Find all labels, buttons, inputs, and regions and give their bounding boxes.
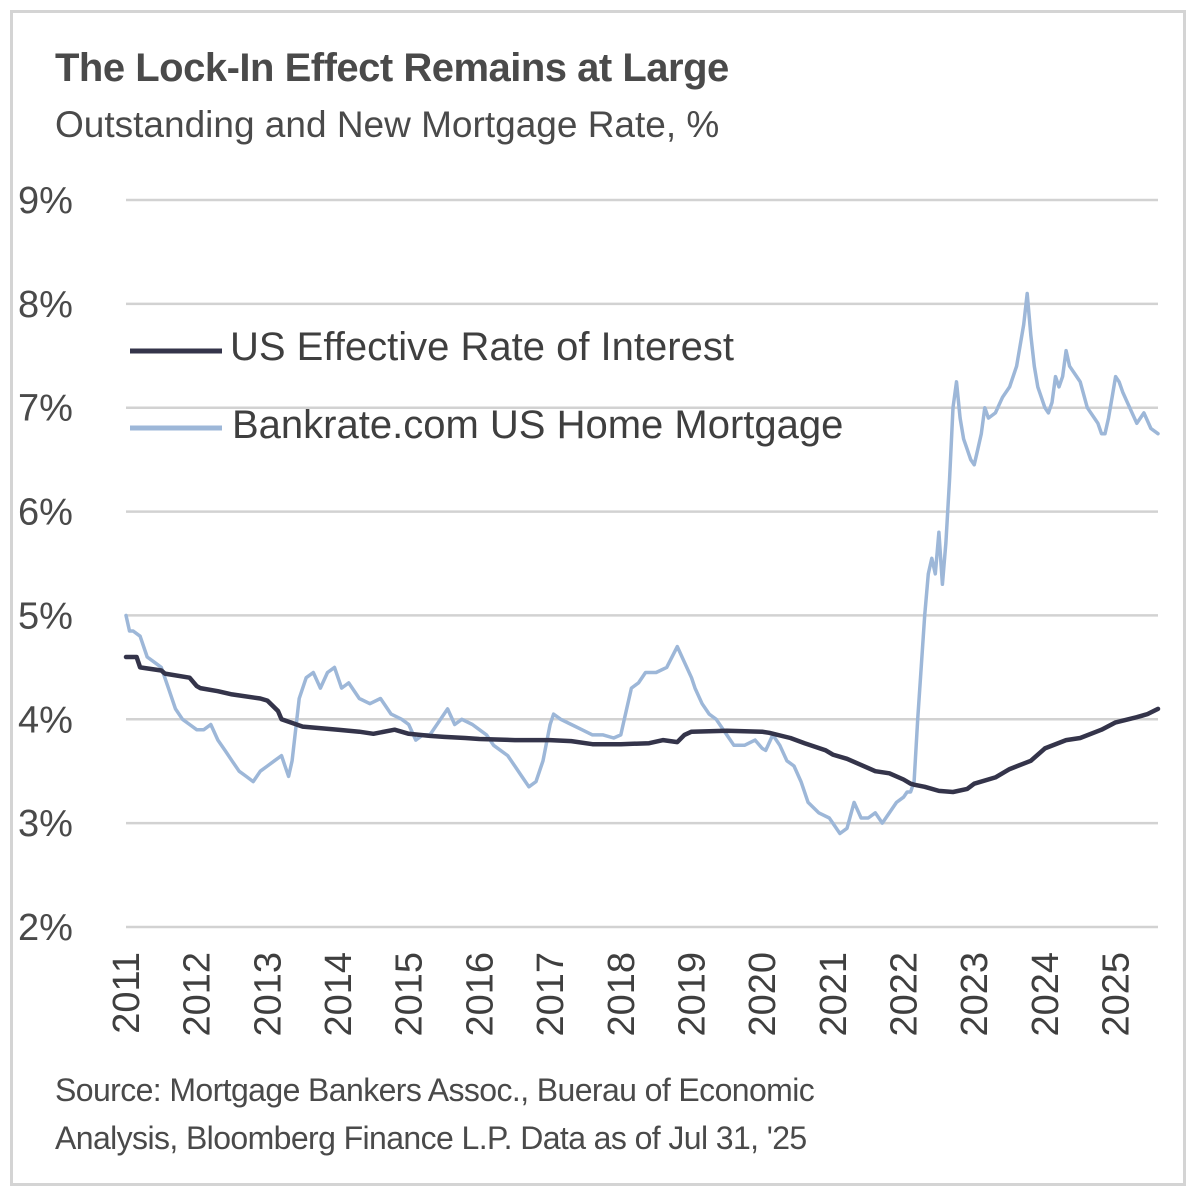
x-tick-label: 2025	[1096, 952, 1138, 1037]
y-tick-label: 8%	[18, 284, 73, 326]
source-line-1: Source: Mortgage Bankers Assoc., Buerau …	[55, 1072, 815, 1108]
y-tick-label: 2%	[18, 907, 73, 949]
x-tick-label: 2018	[601, 952, 643, 1037]
source-line-2: Analysis, Bloomberg Finance L.P. Data as…	[55, 1120, 807, 1156]
y-tick-label: 7%	[18, 388, 73, 430]
y-axis-tick-labels: 2% 3% 4% 5% 6% 7% 8% 9%	[18, 180, 73, 949]
y-tick-label: 4%	[18, 699, 73, 741]
x-tick-label: 2016	[459, 952, 501, 1037]
x-tick-label: 2011	[106, 952, 148, 1034]
x-axis-tick-labels: 2011 2012 2013 2014 2015 2016 2017 2018 2019 2020…	[106, 952, 1138, 1037]
x-tick-label: 2021	[813, 952, 855, 1037]
x-tick-label: 2015	[389, 952, 431, 1037]
legend-label-effective-rate: US Effective Rate of Interest	[230, 325, 734, 369]
line-chart: 2%3%4%5%6%7%8%9% 2011 2012 2013 2014 2015 201…	[18, 180, 1161, 1037]
x-tick-label: 2020	[742, 952, 784, 1037]
x-tick-label: 2012	[177, 952, 219, 1037]
x-tick-label: 2023	[954, 952, 996, 1037]
legend: US Effective Rate of Interest Bankrate.c…	[130, 325, 843, 447]
source-note: Source: Mortgage Bankers Assoc., Buerau …	[55, 1066, 815, 1162]
chart-frame	[10, 10, 1186, 1186]
chart-subtitle: Outstanding and New Mortgage Rate, %	[55, 104, 720, 145]
y-tick-label: 9%	[18, 180, 73, 222]
x-tick-label: 2014	[318, 952, 360, 1037]
chart-title: The Lock-In Effect Remains at Large	[55, 46, 729, 90]
series-line-effective-rate	[123, 654, 1161, 795]
x-tick-label: 2022	[884, 952, 926, 1037]
legend-label-bankrate: Bankrate.com US Home Mortgage	[232, 403, 843, 447]
y-tick-label: 3%	[18, 803, 73, 845]
series-lines	[123, 291, 1161, 836]
y-tick-label: 5%	[18, 595, 73, 637]
series-line-bankrate	[124, 291, 1160, 836]
x-tick-label: 2017	[530, 952, 572, 1037]
x-tick-label: 2019	[671, 952, 713, 1037]
grid-lines	[126, 198, 1158, 929]
x-tick-label: 2024	[1025, 952, 1067, 1037]
x-tick-label: 2013	[247, 952, 289, 1037]
y-tick-label: 6%	[18, 492, 73, 534]
